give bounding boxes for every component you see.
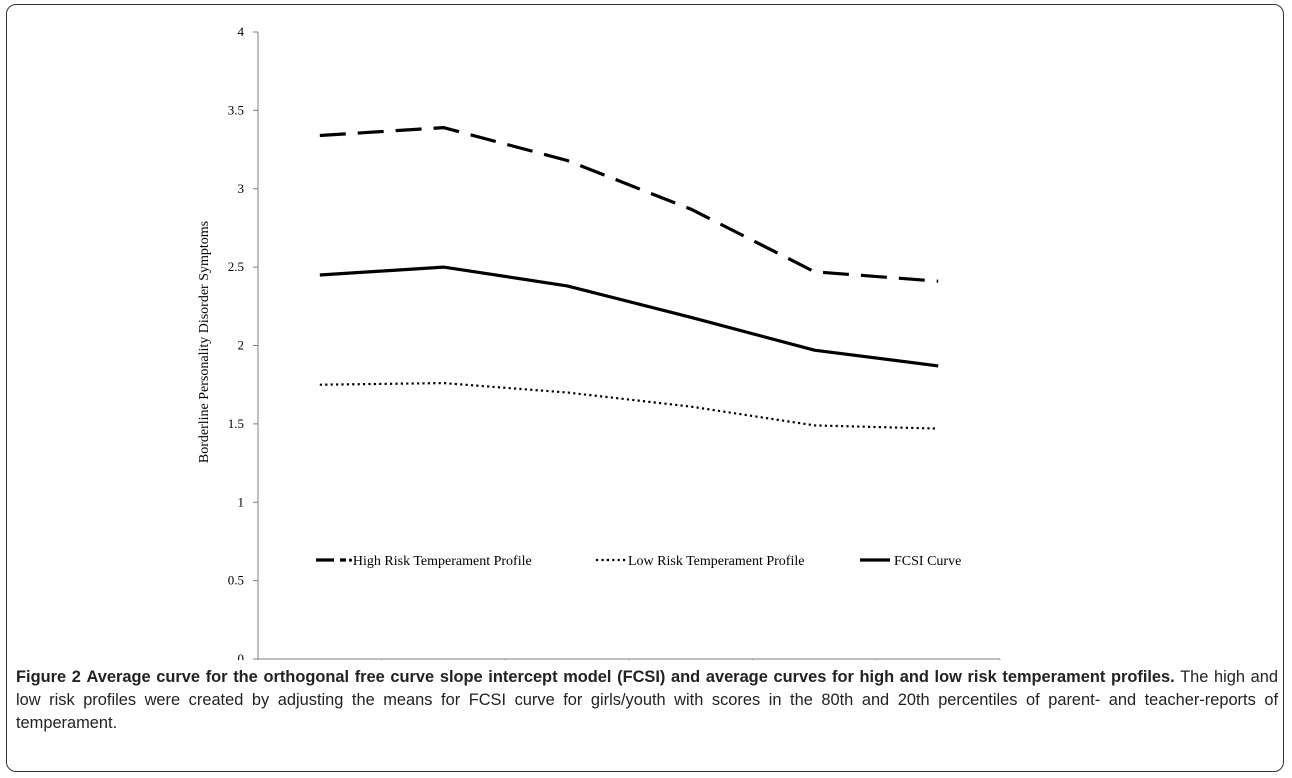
y-tick-label: 2: [238, 338, 245, 353]
y-axis-ticks: 0 0.5 1 1.5 2 2.5 3 3.5 4: [228, 24, 258, 660]
series-line-low-risk-temperament-profile: [319, 382, 939, 430]
caption-text: The high and low risk profiles were crea…: [16, 668, 1279, 732]
legend-label: •High Risk Temperament Profile: [348, 554, 532, 569]
y-tick-label: 0.5: [228, 573, 244, 588]
y-tick-label: 1: [238, 494, 245, 509]
series-line-fcsi-curve: [319, 265, 939, 368]
y-tick-label: 3: [238, 181, 245, 196]
legend-label: Low Risk Temperament Profile: [628, 554, 804, 569]
figure-frame: [6, 4, 1284, 772]
y-tick-label: 2.5: [228, 259, 244, 274]
figure-caption: Figure 2 Average curve for the orthogona…: [16, 666, 1278, 735]
y-axis-label: Borderline Personality Disorder Symptoms: [197, 221, 212, 463]
series-line-high-risk-temperament-profile: [319, 125, 939, 283]
caption-label: Figure 2: [16, 668, 81, 686]
line-chart: 0 0.5 1 1.5 2 2.5 3 3.5 4 Age 14Age 15Age 16Age …: [197, 24, 1001, 660]
y-tick-label: 1.5: [228, 416, 244, 431]
y-tick-label: 0: [238, 651, 245, 660]
y-tick-label: 3.5: [228, 102, 244, 117]
legend-label: FCSI Curve: [894, 554, 961, 569]
chart-series: [319, 125, 939, 430]
caption-title: Average curve for the orthogonal free cu…: [86, 668, 1175, 686]
y-tick-label: 4: [238, 24, 245, 39]
x-axis-ticks: Age 14Age 15Age 16Age 17Age 18Age 19: [257, 659, 1001, 660]
chart-legend: •High Risk Temperament Profile Low Risk T…: [316, 554, 961, 569]
